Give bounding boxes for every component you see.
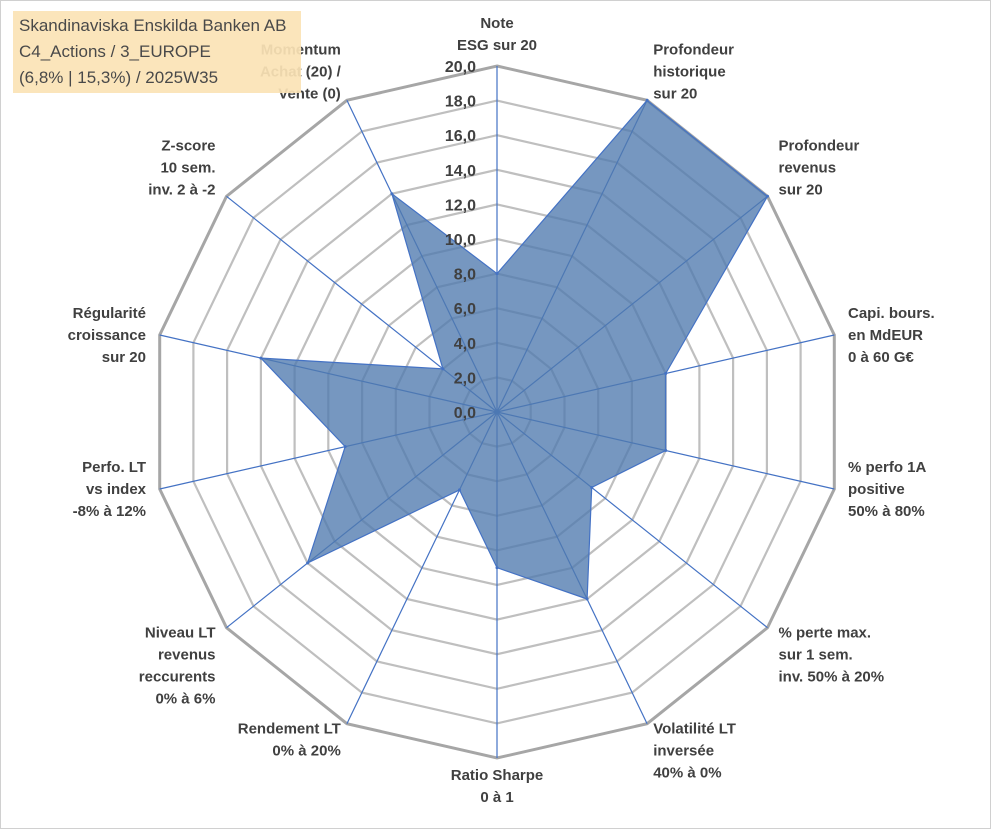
data-point	[343, 445, 347, 449]
tick-label: 0,0	[454, 405, 476, 422]
axis-label-line: 0% à 20%	[272, 743, 340, 760]
tick-label: 14,0	[445, 163, 476, 180]
company-name: Skandinaviska Enskilda Banken AB	[19, 16, 287, 35]
category-label: C4_Actions / 3_EUROPE	[19, 42, 211, 61]
tick-labels: 0,0 2,0 4,0 6,0 8,0 10,0 12,0 14,0 16,0 18,0 20,0	[445, 59, 476, 422]
data-point	[495, 566, 499, 570]
axis-label-line: 50% à 80%	[848, 503, 925, 520]
axis-label-line: 10 sem.	[160, 159, 215, 176]
axis-label-line: Z-score	[161, 137, 215, 154]
axis-label-line: inv. 50% à 20%	[779, 669, 885, 686]
period-label: (6,8% | 15,3%) / 2025W35	[19, 68, 219, 87]
data-point	[585, 597, 589, 601]
tick-label: 4,0	[454, 336, 476, 353]
axis-label-line: 0 à 1	[480, 789, 513, 806]
data-series	[259, 98, 769, 601]
data-point	[306, 561, 310, 565]
axis-label-line: Profondeur	[653, 41, 734, 58]
tick-label: 10,0	[445, 232, 476, 249]
axis-label-line: positive	[848, 481, 905, 498]
tick-label: 6,0	[454, 301, 476, 318]
tick-label: 12,0	[445, 197, 476, 214]
axis-label-line: sur 1 sem.	[779, 647, 853, 664]
axis-label-line: 40% à 0%	[653, 765, 721, 782]
axis-label-line: revenus	[779, 159, 837, 176]
axis-label-line: Régularité	[73, 305, 146, 322]
axis-label-line: sur 20	[653, 85, 697, 102]
axis-label-line: historique	[653, 63, 726, 80]
tick-label: 8,0	[454, 267, 476, 284]
axis-label-line: revenus	[158, 647, 216, 664]
axis-label: Rendement LT 0% à 20%	[238, 721, 341, 760]
data-point	[766, 194, 769, 198]
axis-label: Z-score 10 sem. inv. 2 à -2	[148, 137, 215, 198]
data-point	[664, 372, 668, 375]
axis-label-line: Niveau LT	[145, 625, 216, 642]
axis-label-line: croissance	[68, 327, 146, 344]
axis-label-line: Perfo. LT	[82, 459, 146, 476]
axis-label-line: Volatilité LT	[653, 721, 736, 738]
axis-label-line: sur 20	[102, 349, 146, 366]
axis-label-line: sur 20	[779, 181, 823, 198]
axis-label-line: reccurents	[139, 669, 216, 686]
axis-label: % perte max. sur 1 sem. inv. 50% à 20%	[779, 625, 885, 686]
data-point	[441, 367, 445, 371]
axis-label-line: inversée	[653, 743, 714, 760]
axis-label-line: en MdEUR	[848, 327, 923, 344]
data-point	[645, 98, 649, 102]
data-point	[664, 449, 668, 452]
axis-label-line: Note	[480, 15, 513, 32]
axis-label-line: Rendement LT	[238, 721, 341, 738]
tick-label: 16,0	[445, 128, 476, 145]
axis-label: Régularité croissance sur 20	[68, 305, 146, 366]
axis-label-line: vs index	[86, 481, 147, 498]
axis-label-line: inv. 2 à -2	[148, 181, 215, 198]
tick-label: 18,0	[445, 94, 476, 111]
data-point	[458, 488, 461, 492]
axis-label: Profondeur historique sur 20	[653, 41, 734, 102]
axis-label-line: 0% à 6%	[155, 691, 215, 708]
axis-label: Niveau LT revenus reccurents 0% à 6%	[139, 625, 216, 708]
axis-label-line: Profondeur	[779, 137, 860, 154]
axis-label: Note ESG sur 20	[457, 15, 537, 54]
tick-label: 20,0	[445, 59, 476, 76]
data-point	[259, 356, 263, 360]
axis-label: Profondeur revenus sur 20	[779, 137, 860, 198]
axis-label: Volatilité LT inversée 40% à 0%	[653, 721, 736, 782]
axis-label-line: % perfo 1A	[848, 459, 927, 476]
data-point	[390, 192, 394, 196]
axis-label: Perfo. LT vs index -8% à 12%	[73, 459, 147, 520]
axis-label: % perfo 1A positive 50% à 80%	[848, 459, 927, 520]
axis-label-line: ESG sur 20	[457, 37, 537, 54]
axis-label: Capi. bours. en MdEUR 0 à 60 G€	[848, 305, 935, 366]
tick-label: 2,0	[454, 370, 476, 387]
axis-label-line: Capi. bours.	[848, 305, 935, 322]
data-point	[495, 272, 499, 276]
data-point	[590, 486, 594, 489]
title-box: Skandinaviska Enskilda Banken AB C4_Acti…	[13, 11, 301, 93]
axis-label-line: Ratio Sharpe	[451, 767, 544, 784]
axis-label-line: -8% à 12%	[73, 503, 146, 520]
axis-label-line: % perte max.	[779, 625, 872, 642]
axis-label-line: 0 à 60 G€	[848, 349, 915, 366]
axis-label: Ratio Sharpe 0 à 1	[451, 767, 544, 806]
